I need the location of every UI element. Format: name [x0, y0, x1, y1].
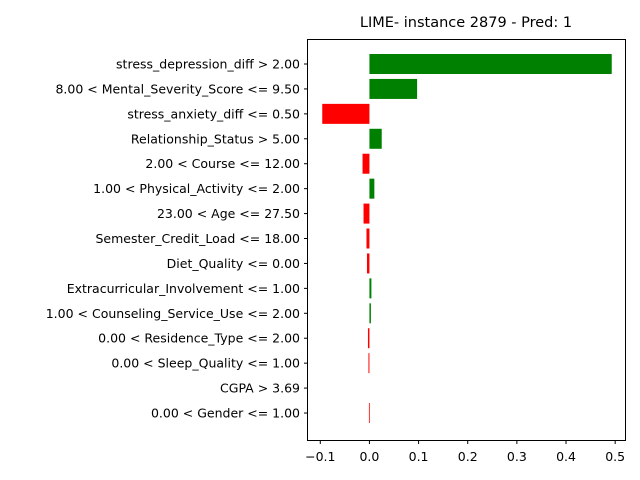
category-label: Semester_Credit_Load <= 18.00 — [96, 231, 301, 246]
bar — [369, 54, 612, 74]
bar — [366, 253, 370, 274]
bars-group — [322, 54, 612, 424]
chart-title: LIME- instance 2879 - Pred: 1 — [360, 15, 572, 31]
bar — [322, 103, 370, 124]
bar — [366, 228, 370, 249]
bar — [369, 303, 371, 324]
x-tick-label: 0.0 — [359, 449, 379, 464]
category-labels: stress_depression_diff > 2.00 8.00 < Ment… — [46, 57, 308, 421]
category-label: CGPA > 3.69 — [220, 381, 300, 396]
x-tick-label: 0.3 — [507, 449, 527, 464]
category-label: 0.00 < Residence_Type <= 2.00 — [98, 331, 300, 346]
category-label: 1.00 < Physical_Activity <= 2.00 — [93, 181, 300, 196]
x-tick-label: 0.5 — [605, 449, 625, 464]
x-axis-ticks: −0.1 0.0 0.1 0.2 0.3 0.4 0.5 — [305, 440, 625, 464]
plot-area-frame — [307, 39, 626, 441]
bar — [369, 278, 372, 299]
bar — [369, 178, 375, 199]
category-label: Extracurricular_Involvement <= 1.00 — [67, 281, 300, 296]
category-label: 2.00 < Course <= 12.00 — [145, 156, 300, 171]
category-label: Diet_Quality <= 0.00 — [167, 256, 300, 271]
bar — [362, 153, 370, 174]
bar — [369, 128, 382, 149]
bar — [368, 403, 370, 424]
bar — [368, 353, 370, 374]
x-tick-label: 0.4 — [556, 449, 576, 464]
category-label: Relationship_Status > 5.00 — [131, 131, 300, 146]
bar — [363, 203, 370, 224]
category-label: stress_anxiety_diff <= 0.50 — [127, 106, 300, 121]
x-tick-label: 0.2 — [458, 449, 478, 464]
x-tick-label: 0.1 — [409, 449, 429, 464]
category-label: stress_depression_diff > 2.00 — [116, 57, 300, 72]
category-label: 0.00 < Gender <= 1.00 — [151, 406, 300, 421]
category-label: 0.00 < Sleep_Quality <= 1.00 — [111, 356, 300, 371]
category-label: 1.00 < Counseling_Service_Use <= 2.00 — [46, 306, 300, 321]
category-label: 23.00 < Age <= 27.50 — [157, 206, 300, 221]
x-tick-label: −0.1 — [305, 449, 335, 464]
category-label: 8.00 < Mental_Severity_Score <= 9.50 — [55, 81, 300, 96]
bar — [369, 78, 418, 99]
bar — [367, 328, 370, 349]
